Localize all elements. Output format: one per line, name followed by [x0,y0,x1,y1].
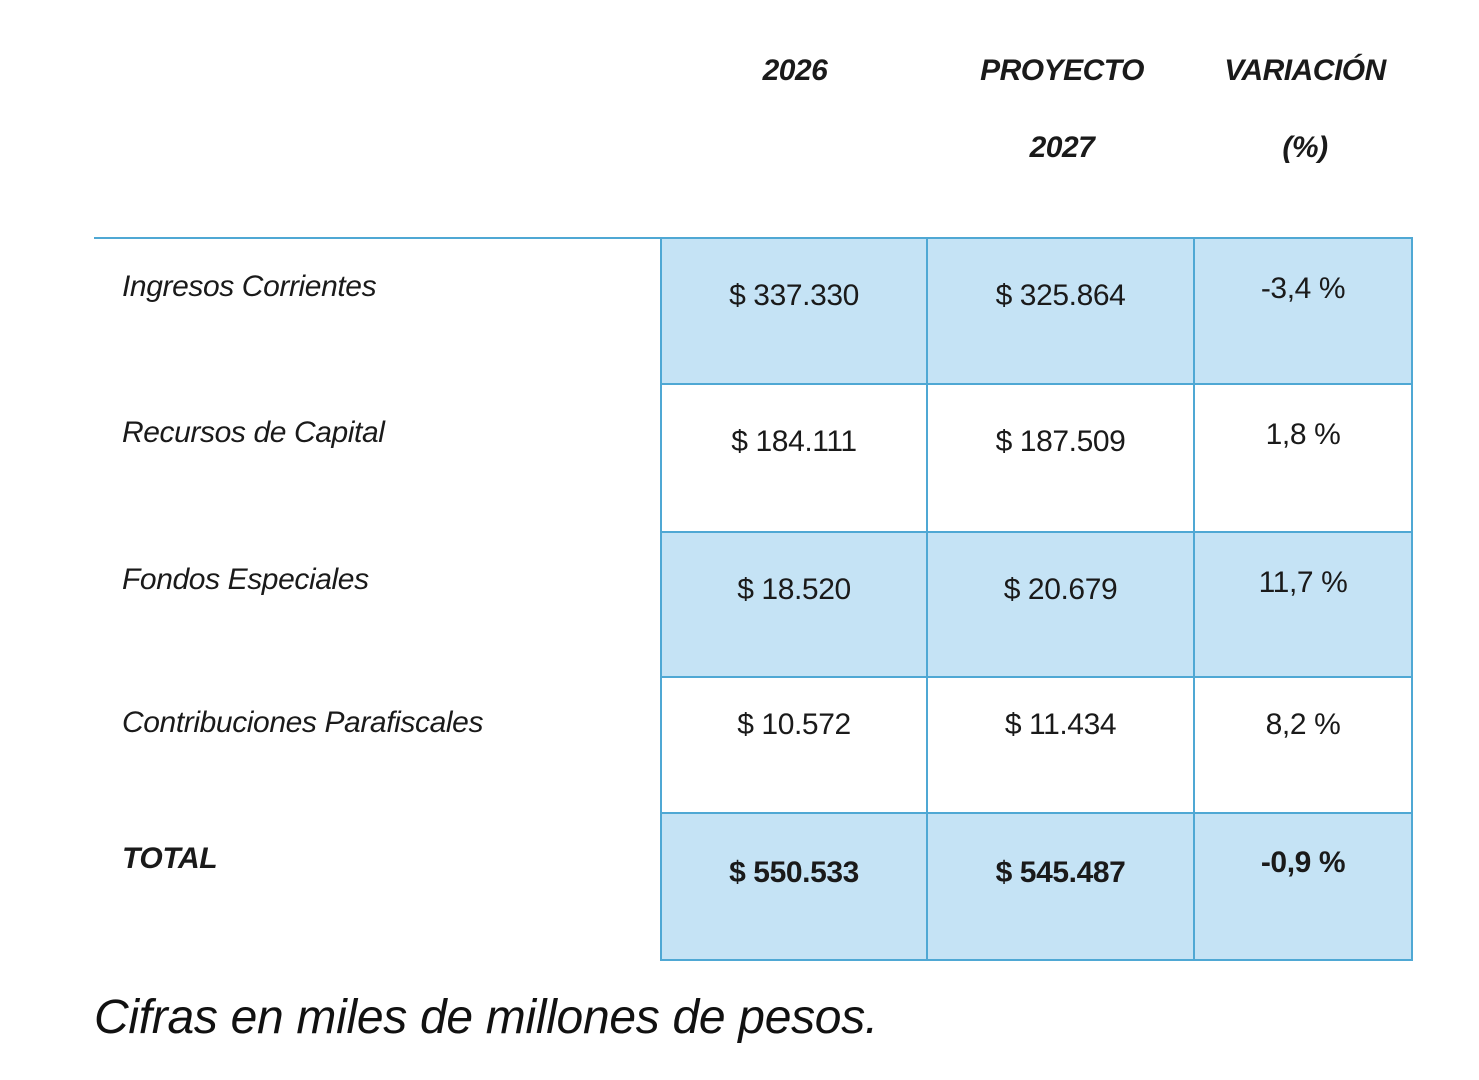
row-label-fondos-especiales: Fondos Especiales [122,563,369,596]
cell-2027-total: $ 545.487 [926,812,1195,961]
cell-variation: 11,7 % [1193,531,1413,678]
row-label-contribuciones-parafiscales: Contribuciones Parafiscales [122,706,484,739]
table-row: $ 10.572 $ 11.434 8,2 % [660,676,1413,814]
label-column-top-divider [94,237,661,239]
value-variation: -3,4 % [1260,272,1346,305]
cell-2027: $ 20.679 [926,531,1195,678]
cell-variation: -3,4 % [1193,237,1413,385]
cell-variation-total: -0,9 % [1193,812,1413,961]
cell-2027: $ 187.509 [926,383,1195,533]
value-variation-total: -0,9 % [1260,846,1346,879]
row-label-recursos-de-capital: Recursos de Capital [122,416,385,449]
cell-2027: $ 11.434 [926,676,1195,814]
table-row: $ 18.520 $ 20.679 11,7 % [660,531,1413,678]
cell-2026: $ 18.520 [660,531,928,678]
cell-2027: $ 325.864 [926,237,1195,385]
column-header-proyecto-line1: PROYECTO [980,54,1144,87]
footnote: Cifras en miles de millones de pesos. [94,991,878,1044]
value-2026-total: $ 550.533 [729,856,859,889]
cell-2026: $ 184.111 [660,383,928,533]
cell-variation: 1,8 % [1193,383,1413,533]
value-2027: $ 20.679 [1003,573,1118,606]
cell-variation: 8,2 % [1193,676,1413,814]
value-variation: 8,2 % [1265,708,1341,741]
table-row: $ 184.111 $ 187.509 1,8 % [660,383,1413,533]
column-header-variacion-line2: (%) [1282,131,1328,164]
value-2026: $ 337.330 [729,279,859,312]
column-header-variacion: VARIACIÓN (%) [1196,32,1414,186]
value-2026: $ 184.111 [731,425,857,458]
column-header-proyecto-line2: 2027 [1029,131,1095,164]
value-2027: $ 11.434 [1004,708,1117,741]
value-2026: $ 10.572 [737,708,851,741]
column-header-2026-line1: 2026 [762,54,828,87]
table-row: $ 337.330 $ 325.864 -3,4 % [660,237,1413,385]
value-2027: $ 325.864 [995,279,1126,312]
row-label-total: TOTAL [122,842,218,875]
table-row-total: $ 550.533 $ 545.487 -0,9 % [660,812,1413,961]
column-header-2026: 2026 [662,32,928,109]
budget-table: $ 337.330 $ 325.864 -3,4 % $ 184.111 $ 1… [660,237,1413,961]
value-2026: $ 18.520 [737,573,851,606]
value-variation: 11,7 % [1258,566,1348,599]
cell-2026-total: $ 550.533 [660,812,928,961]
cell-2026: $ 337.330 [660,237,928,385]
value-2027-total: $ 545.487 [995,856,1126,889]
column-header-variacion-line1: VARIACIÓN [1224,54,1386,87]
value-variation: 1,8 % [1265,418,1341,451]
column-header-proyecto-2027: PROYECTO 2027 [928,32,1196,186]
row-label-ingresos-corrientes: Ingresos Corrientes [122,270,377,303]
cell-2026: $ 10.572 [660,676,928,814]
value-2027: $ 187.509 [995,425,1126,458]
